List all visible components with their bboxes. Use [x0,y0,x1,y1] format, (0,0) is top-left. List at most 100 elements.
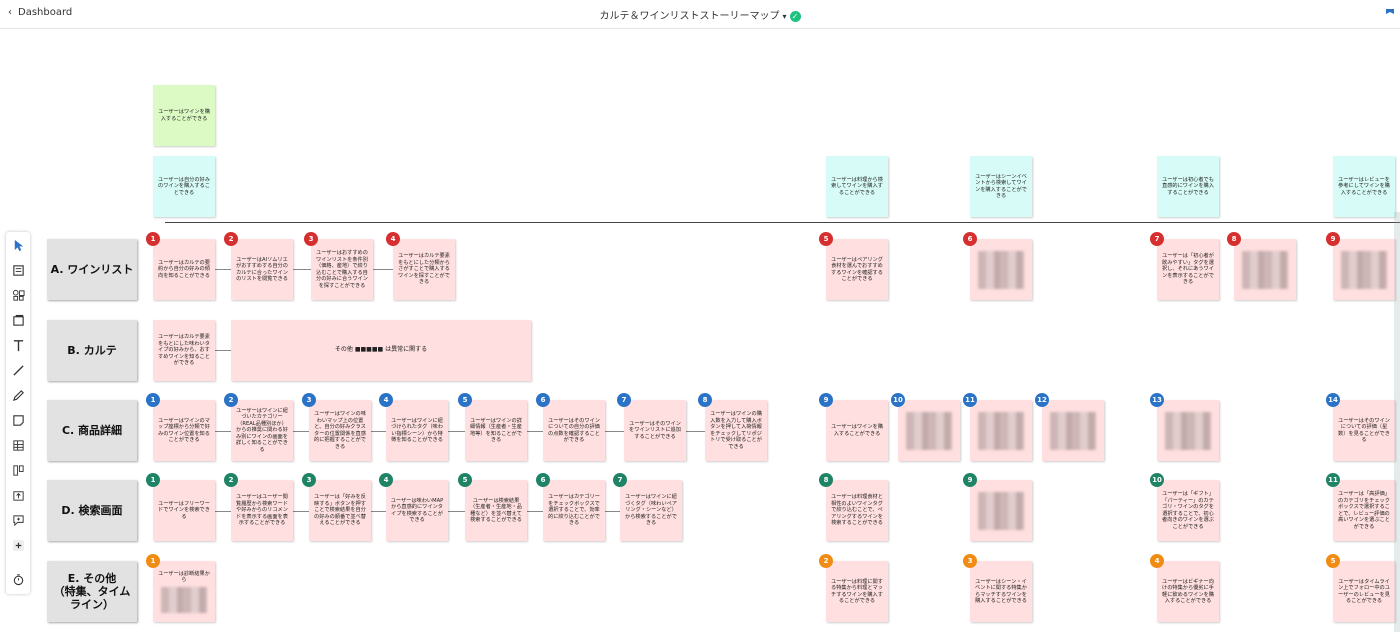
flag-icon[interactable] [1385,8,1395,18]
story-sticky[interactable]: ユーザーはワインに紐づくタグ（味わいペアリング・シーンなど）から検索することがで… [620,480,682,541]
story-sticky[interactable]: ユーザーは「ギフト」「パーティー」のカテゴリ・ワインのタグを選択することで、初心… [1157,480,1219,541]
plus-icon[interactable] [11,538,25,552]
connector-line [215,350,231,351]
story-number-badge: 5 [819,232,833,246]
story-sticky[interactable]: ユーザーは味わいMAPから直感的にワインタイプを検索することができる [386,480,448,541]
story-sticky[interactable]: ユーザーはそのワインをワインリストに追加することができる [624,400,686,461]
left-toolbar [6,232,30,594]
story-number-badge: 5 [1326,554,1340,568]
column-icon[interactable] [11,463,25,477]
saved-check-icon: ✓ [789,10,801,22]
story-sticky[interactable]: ユーザーはユーザー閲覧履歴から検索ワードや好みからのリコメンドを表示する画面を表… [231,480,293,541]
timer-icon[interactable] [11,572,25,586]
document-icon[interactable] [11,263,25,277]
story-number-badge: 1 [146,393,160,407]
row-label-other[interactable]: E. その他 （特集、タイム ライン） [47,561,137,622]
story-number-badge: 10 [891,393,905,407]
activity-sticky[interactable]: ユーザーは料理から検索してワインを購入することができる [826,156,888,217]
story-sticky[interactable]: ユーザーは「好みを反映する」ボタンを押すことで検索結果を自分の好みの順番で並べ替… [309,480,371,541]
line-icon[interactable] [11,363,25,377]
story-number-badge: 3 [304,232,318,246]
story-sticky[interactable]: ユーザーはワインの味わいマップ上の位置と、自分の好みクラスターの位置関係を直感的… [309,400,371,461]
story-sticky[interactable]: ユーザーはカルテ要素をもとにした味わいタイプの好みから、おすすめワインを知ること… [153,320,215,381]
story-number-badge: 1 [146,554,160,568]
story-number-badge: 6 [963,232,977,246]
top-bar: ‹ Dashboard カルテ＆ワインリストストーリーマップ ▾ ✓ [0,0,1400,29]
redacted-content [978,250,1024,289]
story-sticky[interactable]: ユーザーはタイムライン上でフォロー中のユーザーのレビューを見ることができる [1333,561,1395,622]
story-sticky-wide[interactable]: その他 ■■■■■ は異常に関する [231,320,531,381]
frames-icon[interactable] [11,313,25,327]
story-number-badge: 8 [819,473,833,487]
story-sticky[interactable]: ユーザーはワインを購入することができる [826,400,888,461]
story-sticky[interactable]: ユーザーは料理食材と相性のよいワインタグで絞り込むことで、ペアリングするワインを… [826,480,888,541]
activity-sticky[interactable]: ユーザーはシーンイベントから検索してワインを購入することができる [970,156,1032,217]
story-sticky[interactable]: ユーザーはそのワインについての評価（星数）を見ることができる [1333,400,1395,461]
story-sticky[interactable]: ユーザーはペアリング食材を選んでおすすめするワインを確認することができる [826,239,888,300]
story-number-badge: 2 [819,554,833,568]
row-label-search[interactable]: D. 検索画面 [47,480,137,541]
story-sticky[interactable]: ユーザーは「初心者が飲みやすい」タグを選択し、それにあうワインを表示することがで… [1157,239,1219,300]
story-sticky[interactable]: ユーザーはカルテ要素をもとにした分類からさがすことで購入するワインを探すことがで… [393,239,455,300]
activity-sticky[interactable]: ユーザーは初心者でも直感的にワインを購入することができる [1157,156,1219,217]
redacted-content [1341,250,1387,289]
back-to-dashboard-link[interactable]: ‹ Dashboard [8,7,72,18]
story-sticky[interactable]: ユーザーはカテゴリーをチェックボックスで選択することで、効率的に絞り込むことがで… [543,480,605,541]
story-number-badge: 9 [1326,232,1340,246]
story-sticky[interactable]: ユーザーはワインの購入数を入力して購入ボタンを押して入荷情報をチェックしてリポジ… [705,400,767,461]
epic-sticky[interactable]: ユーザーはワインを購入することができる [153,85,215,146]
story-sticky[interactable]: ユーザーはワインのマップ座標から分類で好みのワイン位置を知ることができる [153,400,215,461]
story-number-badge: 7 [1150,232,1164,246]
story-sticky[interactable]: ユーザーは「高評価」のカテゴリをチェックボックスで選択することで、レビュー評価の… [1333,480,1395,541]
shapes-icon[interactable] [11,288,25,302]
story-sticky-redacted[interactable] [1042,400,1104,461]
sticky-note-icon[interactable] [11,413,25,427]
vertical-scrollbar[interactable] [1394,212,1400,632]
story-sticky[interactable]: ユーザーは検索結果（生産者・生産地・品種など）を並べ替えて検索することができる [465,480,527,541]
table-icon[interactable] [11,438,25,452]
activity-sticky[interactable]: ユーザーは自分の好みのワインを購入することできる [153,156,215,217]
story-sticky[interactable]: ユーザーはシーン・イベントに関する特集からマッチするワインを購入することができる [970,561,1032,622]
story-sticky-redacted[interactable] [1234,239,1296,300]
redacted-content [1050,411,1096,450]
story-sticky-redacted[interactable] [970,400,1032,461]
story-sticky-redacted[interactable] [1333,239,1395,300]
story-sticky[interactable]: ユーザーはフリーワードでワインを検索できる [153,480,215,541]
story-sticky-redacted[interactable] [1157,400,1219,461]
row-label-karte[interactable]: B. カルテ [47,320,137,381]
story-sticky-redacted[interactable] [970,239,1032,300]
connector-line [215,269,395,270]
story-sticky-redacted[interactable] [970,480,1032,541]
story-number-badge: 4 [379,393,393,407]
story-sticky-redacted[interactable] [898,400,960,461]
activity-sticky[interactable]: ユーザーはレビューを参考にしてワインを購入することができる [1333,156,1395,217]
story-sticky[interactable]: ユーザーはカルテの要約から自分の好みの傾向を知ることができる [153,239,215,300]
story-number-badge: 7 [617,393,631,407]
pointer-icon[interactable] [11,238,25,252]
story-number-badge: 2 [224,393,238,407]
story-sticky[interactable]: ユーザーはそのワインについての自分の評価の点数を確認することができる [543,400,605,461]
story-number-badge: 11 [1326,473,1340,487]
story-sticky[interactable]: ユーザーはワインに紐づいたカテゴリー（REAL品種別ほか）からの推奨に関わる好み… [231,400,293,461]
board-title[interactable]: カルテ＆ワインリストストーリーマップ [599,11,780,22]
row-label-wine-list[interactable]: A. ワインリスト [47,239,137,300]
pen-icon[interactable] [11,388,25,402]
redacted-content [161,586,207,613]
story-sticky[interactable]: ユーザーはワインに紐づけられたタグ（味わい指標シーン）から特徴を知ることができる [386,400,448,461]
story-sticky[interactable]: ユーザーは料理に関する特集から料理とマッチするワインを購入することができる [826,561,888,622]
story-sticky[interactable]: ユーザーはAIソムリエがおすすめする自分のカルテに合ったワインのリストを閲覧でき… [231,239,293,300]
redacted-content [906,411,952,450]
comment-icon[interactable] [11,513,25,527]
story-number-badge: 14 [1326,393,1340,407]
row-label-product-detail[interactable]: C. 商品詳細 [47,400,137,461]
upload-icon[interactable] [11,488,25,502]
story-sticky[interactable]: ユーザーはワインの詳細情報（生産者・生産地等）を知ることができる [465,400,527,461]
story-number-badge: 5 [458,473,472,487]
story-sticky[interactable]: ユーザーは診断結果から [153,561,215,622]
chevron-down-icon[interactable]: ▾ [782,12,787,21]
story-sticky[interactable]: ユーザーはおすすめのワインリストを条件別（価格、産地）で絞り込むことで購入する自… [311,239,373,300]
story-sticky[interactable]: ユーザーはビギナー向けの特集から優劣に手軽に飲めるワインを購入することができる [1157,561,1219,622]
text-icon[interactable] [11,338,25,352]
story-number-badge: 8 [1227,232,1241,246]
story-number-badge: 9 [963,473,977,487]
